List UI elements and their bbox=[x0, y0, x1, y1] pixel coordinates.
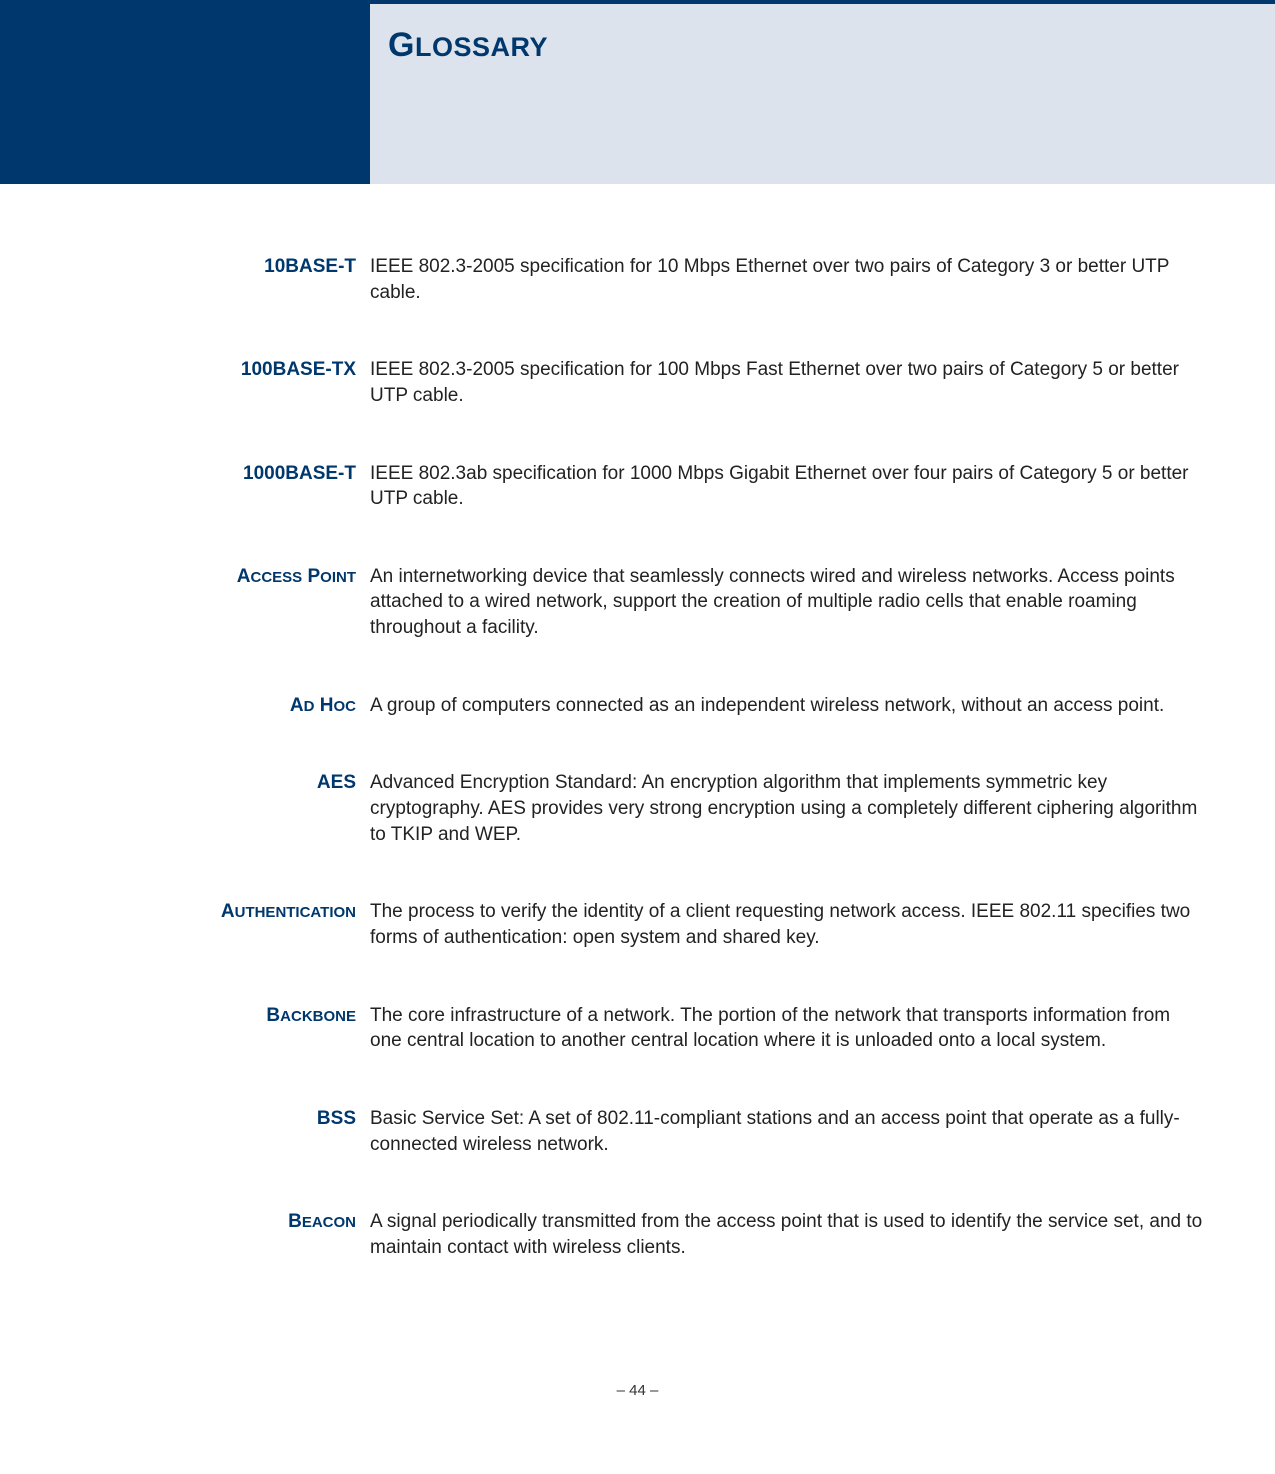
glossary-definition: A signal periodically transmitted from t… bbox=[370, 1209, 1205, 1260]
glossary-entry: AES Advanced Encryption Standard: An enc… bbox=[0, 770, 1205, 847]
term-word-first: A bbox=[237, 566, 251, 587]
glossary-entry: BSS Basic Service Set: A set of 802.11-c… bbox=[0, 1106, 1205, 1157]
page-title: GLOSSARY bbox=[388, 26, 1275, 65]
glossary-entry: 10BASE-T IEEE 802.3-2005 specification f… bbox=[0, 254, 1205, 305]
header-right-block: GLOSSARY bbox=[370, 4, 1275, 184]
glossary-entry: AD HOC A group of computers connected as… bbox=[0, 693, 1205, 719]
term-word-first: A bbox=[221, 901, 235, 922]
page-header: GLOSSARY bbox=[0, 4, 1275, 184]
glossary-term: BEACON bbox=[0, 1209, 370, 1260]
glossary-term: ACCESS POINT bbox=[0, 564, 370, 641]
glossary-entry: 100BASE-TX IEEE 802.3-2005 specification… bbox=[0, 357, 1205, 408]
term-word-rest: CCESS bbox=[251, 569, 303, 586]
term-word-first: P bbox=[307, 566, 320, 587]
glossary-definition: The process to verify the identity of a … bbox=[370, 899, 1205, 950]
glossary-definition: Advanced Encryption Standard: An encrypt… bbox=[370, 770, 1205, 847]
term-word-first: B bbox=[266, 1005, 280, 1026]
page-number: – 44 – bbox=[0, 1352, 1275, 1419]
glossary-definition: The core infrastructure of a network. Th… bbox=[370, 1003, 1205, 1054]
glossary-term: BSS bbox=[0, 1106, 370, 1157]
glossary-term: AD HOC bbox=[0, 693, 370, 719]
term-word-first: H bbox=[320, 695, 334, 716]
glossary-term: 100BASE-TX bbox=[0, 357, 370, 408]
term-word-rest: OC bbox=[334, 698, 357, 715]
glossary-definition: IEEE 802.3-2005 specification for 100 Mb… bbox=[370, 357, 1205, 408]
glossary-definition: A group of computers connected as an ind… bbox=[370, 693, 1205, 719]
glossary-term: 1000BASE-T bbox=[0, 461, 370, 512]
glossary-entry: ACCESS POINT An internetworking device t… bbox=[0, 564, 1205, 641]
header-left-block bbox=[0, 4, 370, 184]
term-word-first: A bbox=[290, 695, 304, 716]
glossary-entry: BACKBONE The core infrastructure of a ne… bbox=[0, 1003, 1205, 1054]
term-word-rest: UTHENTICATION bbox=[235, 904, 356, 921]
term-word-rest: D bbox=[304, 698, 315, 715]
term-word-first: B bbox=[288, 1211, 302, 1232]
term-word-rest: ACKBONE bbox=[280, 1008, 356, 1025]
glossary-definition: An internetworking device that seamlessl… bbox=[370, 564, 1205, 641]
glossary-term: AUTHENTICATION bbox=[0, 899, 370, 950]
glossary-definition: IEEE 802.3ab specification for 1000 Mbps… bbox=[370, 461, 1205, 512]
glossary-entry: 1000BASE-T IEEE 802.3ab specification fo… bbox=[0, 461, 1205, 512]
title-rest: LOSSARY bbox=[415, 32, 548, 62]
glossary-term: BACKBONE bbox=[0, 1003, 370, 1054]
glossary-term: AES bbox=[0, 770, 370, 847]
glossary-entry: BEACON A signal periodically transmitted… bbox=[0, 1209, 1205, 1260]
glossary-entry: AUTHENTICATION The process to verify the… bbox=[0, 899, 1205, 950]
glossary-term: 10BASE-T bbox=[0, 254, 370, 305]
glossary-definition: IEEE 802.3-2005 specification for 10 Mbp… bbox=[370, 254, 1205, 305]
term-word-rest: EACON bbox=[302, 1214, 356, 1231]
glossary-definition: Basic Service Set: A set of 802.11-compl… bbox=[370, 1106, 1205, 1157]
title-first-letter: G bbox=[388, 26, 415, 64]
term-word-rest: OINT bbox=[320, 569, 356, 586]
glossary-content: 10BASE-T IEEE 802.3-2005 specification f… bbox=[0, 184, 1275, 1352]
